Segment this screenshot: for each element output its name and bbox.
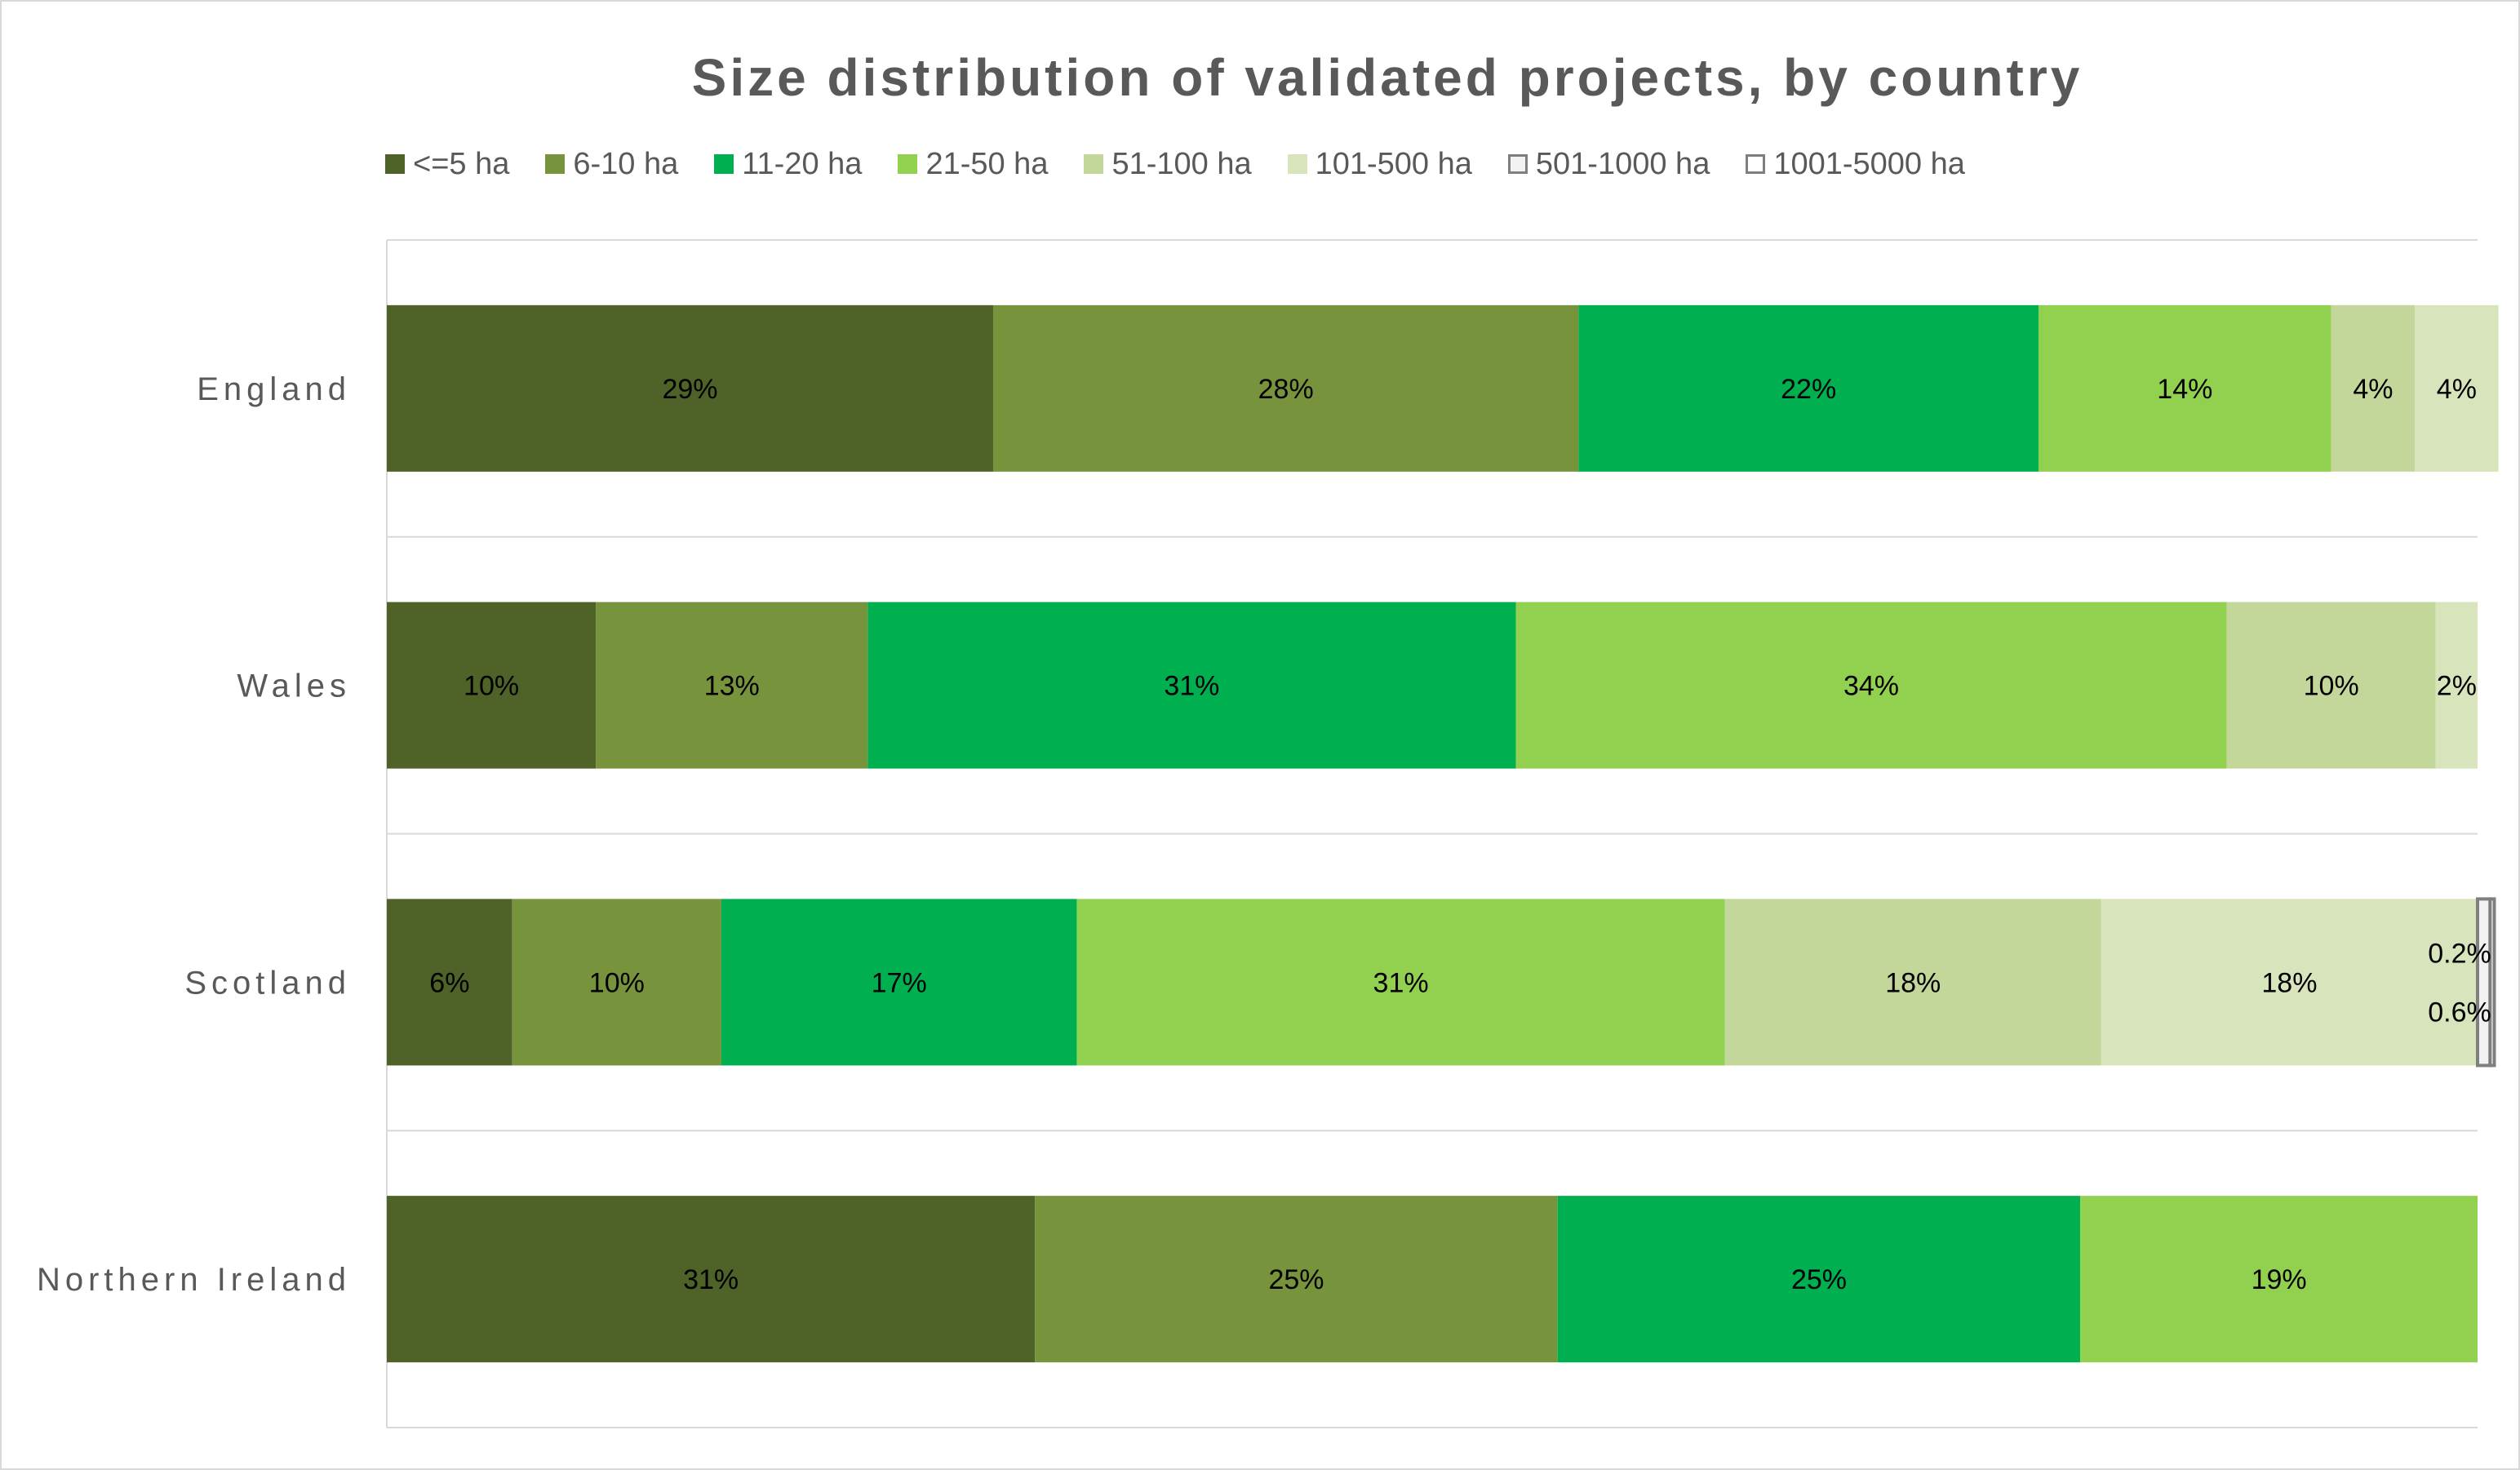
legend-label: 11-20 ha — [742, 146, 863, 181]
data-label: 19% — [2252, 1264, 2307, 1295]
data-label: 13% — [704, 671, 760, 702]
data-label: 2% — [2437, 671, 2477, 702]
legend-label: 501-1000 ha — [1535, 146, 1710, 181]
data-label: 31% — [1164, 671, 1219, 702]
category-label: Scotland — [184, 965, 351, 1001]
data-label: 17% — [872, 967, 927, 998]
data-label: 0.6% — [2428, 997, 2491, 1028]
legend-item: 21-50 ha — [898, 147, 1048, 182]
data-label: 18% — [1885, 967, 1941, 998]
data-label: 6% — [429, 967, 469, 998]
data-label: 10% — [2304, 671, 2359, 702]
bar-segment — [512, 899, 721, 1066]
legend-swatch — [898, 154, 918, 174]
data-label: 29% — [662, 374, 717, 405]
bar-segment — [1578, 304, 2039, 472]
legend-item: 501-1000 ha — [1507, 146, 1710, 182]
legend-swatch — [1746, 154, 1766, 174]
legend-label: 51-100 ha — [1111, 146, 1252, 181]
category-label: England — [197, 371, 351, 407]
legend-item: 1001-5000 ha — [1746, 147, 1965, 182]
bar-segment — [387, 304, 993, 472]
data-label: 4% — [2437, 374, 2477, 405]
bar-segment — [2488, 897, 2496, 1068]
bar-segment — [2331, 304, 2416, 472]
legend-label: 1001-5000 ha — [1773, 146, 1965, 181]
data-label: 25% — [1268, 1264, 1324, 1295]
bar-segment — [387, 602, 597, 769]
bar-segment — [2476, 897, 2492, 1068]
legend-item: 51-100 ha — [1084, 146, 1252, 182]
legend-swatch — [714, 154, 734, 174]
data-label: 28% — [1258, 374, 1314, 405]
bar-segment — [867, 602, 1516, 769]
legend-swatch — [1507, 154, 1528, 174]
data-label: 18% — [2261, 967, 2317, 998]
bar-segment — [1076, 899, 1725, 1066]
legend-item: 101-500 ha — [1287, 146, 1472, 182]
bar-segment — [2038, 304, 2331, 472]
data-label: 10% — [589, 967, 645, 998]
data-label: 31% — [1373, 967, 1429, 998]
data-label: 4% — [2353, 374, 2393, 405]
legend-label: 6-10 ha — [573, 146, 679, 181]
bar-segment — [1035, 1196, 1558, 1363]
bar-segment — [992, 304, 1579, 472]
data-label: 34% — [1843, 671, 1899, 702]
bar-segment — [1515, 602, 2227, 769]
legend-label: <=5 ha — [413, 146, 510, 181]
legend-label: 101-500 ha — [1315, 146, 1472, 181]
bar-segment — [2101, 899, 2478, 1066]
data-label: 14% — [2157, 374, 2212, 405]
data-label: 22% — [1781, 374, 1836, 405]
legend-item: <=5 ha — [385, 147, 509, 182]
chart-title: Size distribution of validated projects,… — [691, 48, 2083, 107]
bar-segment — [1724, 899, 2101, 1066]
bar-segment — [2435, 602, 2478, 769]
bar-segment — [1557, 1196, 2081, 1363]
bar-segment — [2226, 602, 2436, 769]
bar-segment — [387, 1196, 1036, 1363]
legend-item: 11-20 ha — [714, 147, 862, 182]
legend-label: 21-50 ha — [925, 146, 1049, 181]
legend-swatch — [545, 154, 566, 174]
data-label: 0.2% — [2428, 938, 2491, 969]
category-label: Northern Ireland — [37, 1262, 351, 1298]
legend-swatch — [385, 154, 405, 174]
data-label: 25% — [1791, 1264, 1847, 1295]
legend-item: 6-10 ha — [545, 147, 678, 182]
legend-swatch — [1084, 154, 1104, 174]
bar-segment — [596, 602, 868, 769]
bar-segment — [2080, 1196, 2478, 1363]
bar-segment — [721, 899, 1077, 1066]
chart-legend: <=5 ha 6-10 ha 11-20 ha 21-50 ha 51-100 ha 10… — [385, 145, 2001, 183]
bar-segment — [2415, 304, 2499, 472]
data-label: 10% — [464, 671, 519, 702]
legend-swatch — [1287, 154, 1307, 174]
bar-segment — [387, 899, 512, 1066]
category-label: Wales — [237, 668, 351, 704]
data-label: 31% — [683, 1264, 739, 1295]
